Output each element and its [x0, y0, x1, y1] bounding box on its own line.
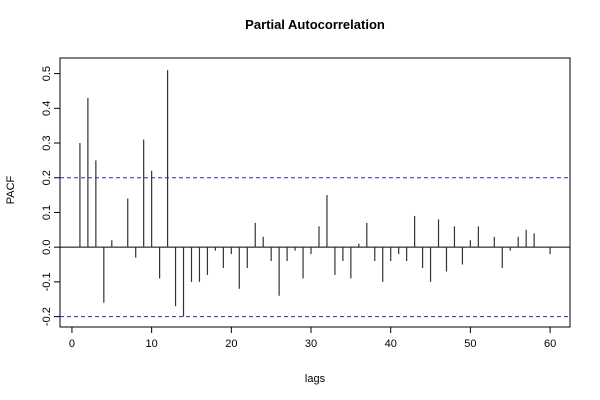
y-tick-label: 0.5 [41, 66, 53, 81]
x-axis-label: lags [305, 373, 326, 385]
y-tick-label: -0.2 [41, 307, 53, 326]
y-tick-label: -0.1 [41, 272, 53, 291]
x-tick-label: 30 [305, 338, 317, 350]
plot-frame [59, 57, 571, 328]
y-axis-label: PACF [5, 175, 17, 204]
y-tick-label: 0.3 [41, 135, 53, 150]
confidence-bounds [60, 177, 570, 318]
pacf-spikes [79, 70, 551, 317]
y-tick-label: 0.1 [41, 205, 53, 220]
x-tick-label: 50 [464, 338, 476, 350]
x-tick-label: 20 [225, 338, 237, 350]
x-tick-label: 0 [69, 338, 75, 350]
y-tick-label: 0.2 [41, 170, 53, 185]
y-tick-label: 0.0 [41, 240, 53, 255]
chart-title: Partial Autocorrelation [245, 17, 385, 32]
x-axis: 0 10 20 30 40 50 60 [69, 327, 556, 350]
y-axis: -0.2 -0.1 0.0 0.1 0.2 0.3 0.4 0.5 [41, 66, 60, 326]
y-tick-label: 0.4 [41, 101, 53, 116]
x-tick-label: 40 [385, 338, 397, 350]
x-tick-label: 10 [146, 338, 158, 350]
x-tick-label: 60 [544, 338, 556, 350]
